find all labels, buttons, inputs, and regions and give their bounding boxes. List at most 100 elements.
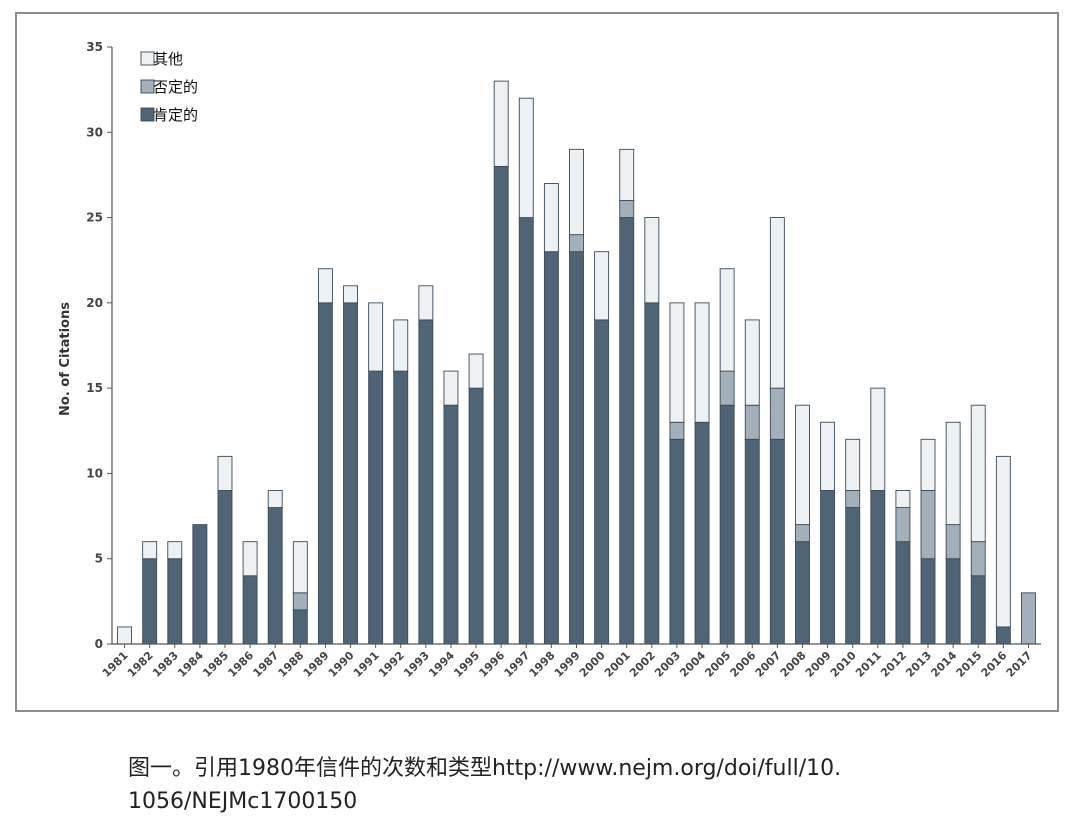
- bar-segment-other-1999: [569, 148, 584, 236]
- bar-segment-positive-1993: [418, 319, 434, 645]
- figure-frame: 0 5 10 15 20 25 30 35 1981 1982 1983 1984 1985 1986 1…: [15, 12, 1059, 712]
- bar-segment-other-2000: [594, 251, 610, 321]
- bar-segment-other-2005: [719, 268, 735, 372]
- y-axis: 0 5 10 15 20 25 30 35: [86, 40, 113, 651]
- bar-segment-other-1994: [443, 370, 459, 406]
- x-tick-label: 2014: [928, 649, 959, 680]
- bar-segment-positive-1991: [368, 370, 384, 645]
- bar-segment-negative-2006: [744, 404, 760, 440]
- bar-segment-negative-1988: [292, 592, 308, 611]
- x-tick-label: 1981: [100, 649, 131, 680]
- x-tick-label: 2010: [828, 649, 859, 680]
- bar-segment-positive-1989: [317, 302, 333, 645]
- x-tick-label: 1991: [351, 649, 382, 680]
- x-tick-label: 2004: [677, 649, 708, 680]
- bar-segment-positive-1988: [292, 609, 308, 645]
- bar-segment-positive-2006: [744, 438, 760, 645]
- bar-segment-positive-1992: [393, 370, 409, 645]
- bar-segment-other-1992: [393, 319, 409, 372]
- bar-segment-other-1989: [317, 268, 333, 304]
- bar-segment-other-1998: [543, 183, 559, 253]
- legend-label: 其他: [153, 50, 183, 68]
- bar-segment-positive-1996: [493, 165, 509, 645]
- x-tick-label: 1988: [276, 649, 307, 680]
- y-tick-label: 10: [86, 466, 103, 480]
- x-tick-label: 1996: [476, 649, 507, 680]
- figure-caption: 图一。引用1980年信件的次数和类型http://www.nejm.org/do…: [128, 752, 988, 818]
- bar-segment-other-1997: [518, 97, 534, 219]
- bar-segment-other-2011: [870, 387, 886, 491]
- x-tick-label: 1998: [527, 649, 558, 680]
- bar-segment-other-1995: [468, 353, 484, 389]
- bar-segment-other-2006: [744, 319, 760, 406]
- bar-segment-positive-1986: [242, 575, 258, 645]
- bar-segment-other-2009: [820, 421, 836, 491]
- x-tick-label: 1993: [401, 649, 432, 680]
- bar-segment-positive-2004: [694, 421, 710, 645]
- bar-segment-positive-1987: [267, 507, 283, 645]
- bar-segment-other-1987: [267, 490, 283, 508]
- x-tick-label: 2007: [753, 649, 784, 680]
- bar-segment-other-2004: [694, 302, 710, 423]
- x-tick-label: 2003: [652, 649, 683, 680]
- x-tick-label: 1985: [200, 649, 231, 680]
- bar-segment-other-1982: [142, 541, 158, 560]
- bar-segment-negative-2008: [795, 524, 810, 543]
- bar-segment-positive-2008: [795, 541, 810, 645]
- caption-line-1: 图一。引用1980年信件的次数和类型http://www.nejm.org/do…: [128, 756, 842, 781]
- bar-segment-negative-2014: [945, 524, 961, 560]
- bar-segment-positive-1998: [543, 251, 559, 645]
- x-axis: 1981198219831984198519861987198819891990…: [100, 643, 1041, 680]
- bar-segment-other-2007: [769, 217, 785, 389]
- bar-segment-other-2008: [795, 404, 810, 526]
- x-tick-label: 2011: [853, 649, 884, 680]
- bar-segment-other-2013: [920, 438, 936, 491]
- x-tick-label: 1984: [175, 649, 206, 680]
- bar-segment-positive-2012: [895, 541, 911, 645]
- bar-segment-positive-1995: [468, 387, 484, 645]
- bar-segment-positive-1999: [569, 251, 584, 645]
- bar-segment-negative-2007: [769, 387, 785, 440]
- bar-segment-positive-2013: [920, 558, 936, 645]
- x-tick-label: 2001: [602, 649, 633, 680]
- bar-segment-negative-2003: [669, 421, 685, 440]
- bar-segment-negative-2012: [895, 507, 911, 543]
- bar-segment-positive-2016: [995, 626, 1011, 645]
- bar-segment-other-2014: [945, 421, 961, 526]
- x-tick-label: 1994: [426, 649, 457, 680]
- bar-segment-positive-1990: [343, 302, 358, 645]
- x-tick-label: 1990: [326, 649, 357, 680]
- bar-segment-other-1986: [242, 541, 258, 577]
- bar-segment-other-2015: [970, 404, 986, 543]
- bar-segment-other-2003: [669, 302, 685, 423]
- x-tick-label: 2016: [979, 649, 1010, 680]
- bar-segment-other-1985: [217, 455, 233, 491]
- x-tick-label: 1986: [225, 649, 256, 680]
- bars-group: [117, 80, 1036, 645]
- y-tick-label: 30: [86, 125, 103, 139]
- bar-segment-positive-2005: [719, 404, 735, 645]
- x-tick-label: 2008: [778, 649, 809, 680]
- bar-segment-other-2012: [895, 490, 911, 508]
- y-tick-label: 5: [95, 552, 103, 566]
- x-tick-label: 1989: [301, 649, 332, 680]
- y-tick-label: 35: [86, 40, 103, 54]
- x-tick-label: 1983: [150, 649, 181, 680]
- x-tick-label: 1987: [250, 649, 281, 680]
- x-tick-label: 2015: [954, 649, 985, 680]
- x-tick-label: 1992: [376, 649, 407, 680]
- x-tick-label: 1999: [552, 649, 583, 680]
- x-tick-label: 2006: [728, 649, 759, 680]
- bar-segment-positive-2000: [594, 319, 610, 645]
- bar-segment-positive-2011: [870, 490, 886, 645]
- y-tick-label: 25: [86, 211, 103, 225]
- bar-segment-positive-2002: [644, 302, 660, 645]
- bar-segment-positive-2009: [820, 490, 836, 645]
- bar-segment-positive-2014: [945, 558, 961, 645]
- x-tick-label: 2005: [702, 649, 733, 680]
- bar-segment-other-2010: [845, 438, 861, 491]
- bar-segment-other-1990: [343, 285, 358, 304]
- bar-segment-negative-2001: [619, 200, 635, 219]
- bar-segment-positive-1984: [192, 524, 208, 645]
